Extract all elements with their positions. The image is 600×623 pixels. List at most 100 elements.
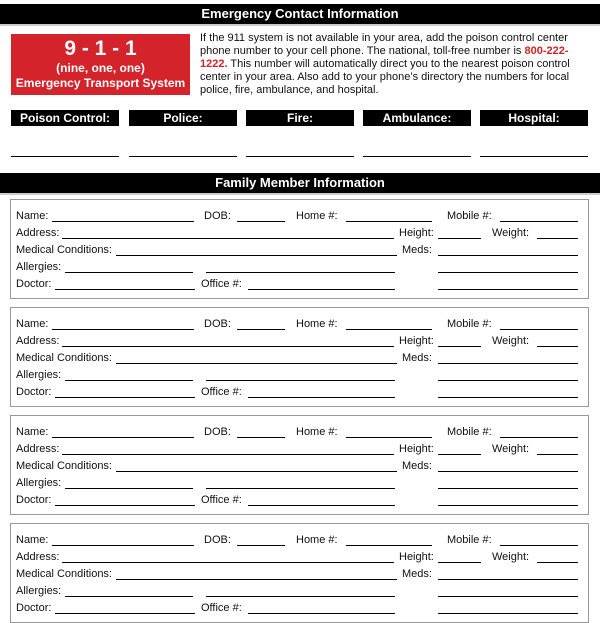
medical-field[interactable] (116, 363, 397, 364)
contact-number-field[interactable] (480, 156, 588, 157)
allergies-field[interactable] (65, 596, 193, 597)
weight-field[interactable] (537, 454, 578, 455)
emergency-number-spelled: (nine, one, one) (56, 61, 145, 75)
meds-label: Meds: (402, 568, 432, 580)
allergies-field[interactable] (65, 380, 193, 381)
emergency-number: 9 - 1 - 1 (64, 37, 137, 60)
emergency-contact-header: Emergency Contact Information (0, 4, 600, 26)
name-field[interactable] (52, 221, 194, 222)
meds-label: Meds: (402, 460, 432, 472)
medical-field[interactable] (116, 255, 397, 256)
meds-field[interactable] (438, 363, 578, 364)
home-field[interactable] (346, 545, 432, 546)
extra-field[interactable] (438, 397, 578, 398)
extra-field[interactable] (438, 380, 578, 381)
weight-label: Weight: (492, 443, 530, 455)
contact-number-field[interactable] (11, 156, 119, 157)
poison-control-phone: 800-222-1222. (200, 45, 569, 70)
address-label: Address: (16, 335, 60, 347)
contact-number-field[interactable] (363, 156, 471, 157)
mobile-field[interactable] (500, 329, 578, 330)
name-label: Name: (16, 210, 49, 222)
meds-field[interactable] (438, 471, 578, 472)
name-field[interactable] (52, 545, 194, 546)
address-label: Address: (16, 443, 60, 455)
extra-field[interactable] (206, 272, 395, 273)
office-field[interactable] (248, 289, 395, 290)
height-field[interactable] (438, 562, 481, 563)
office-field[interactable] (248, 397, 395, 398)
extra-field[interactable] (438, 289, 578, 290)
doctor-label: Doctor: (16, 278, 52, 290)
mobile-field[interactable] (500, 437, 578, 438)
name-field[interactable] (52, 329, 194, 330)
address-field[interactable] (62, 238, 394, 239)
allergies-field[interactable] (65, 272, 193, 273)
home-field[interactable] (346, 221, 432, 222)
extra-field[interactable] (206, 488, 395, 489)
extra-field[interactable] (206, 380, 395, 381)
meds-label: Meds: (402, 352, 432, 364)
family-member-card: Name: DOB: Home #: Mobile #: Address: Height:… (10, 307, 589, 407)
extra-field[interactable] (438, 505, 578, 506)
doctor-field[interactable] (55, 289, 195, 290)
office-field[interactable] (248, 505, 395, 506)
emergency-911-box: 9 - 1 - 1 (nine, one, one) Emergency Tra… (11, 34, 190, 95)
name-field[interactable] (52, 437, 194, 438)
office-field[interactable] (248, 613, 395, 614)
name-label: Name: (16, 318, 49, 330)
mobile-field[interactable] (500, 221, 578, 222)
extra-field[interactable] (438, 488, 578, 489)
home-field[interactable] (346, 437, 432, 438)
extra-field[interactable] (206, 596, 395, 597)
dob-label: DOB: (204, 534, 231, 546)
doctor-field[interactable] (55, 613, 195, 614)
weight-field[interactable] (537, 238, 578, 239)
address-field[interactable] (62, 454, 394, 455)
mobile-label: Mobile #: (447, 534, 492, 546)
height-field[interactable] (438, 346, 481, 347)
doctor-field[interactable] (55, 505, 195, 506)
contact-label: Police: (129, 110, 237, 126)
address-label: Address: (16, 227, 60, 239)
dob-field[interactable] (237, 437, 285, 438)
dob-field[interactable] (237, 329, 285, 330)
contact-number-field[interactable] (129, 156, 237, 157)
height-field[interactable] (438, 454, 481, 455)
extra-field[interactable] (438, 596, 578, 597)
home-field[interactable] (346, 329, 432, 330)
family-member-card: Name: DOB: Home #: Mobile #: Address: Height:… (10, 523, 589, 623)
name-label: Name: (16, 534, 49, 546)
address-label: Address: (16, 551, 60, 563)
meds-field[interactable] (438, 255, 578, 256)
office-label: Office #: (201, 278, 242, 290)
extra-field[interactable] (438, 613, 578, 614)
mobile-label: Mobile #: (447, 426, 492, 438)
mobile-label: Mobile #: (447, 210, 492, 222)
address-field[interactable] (62, 562, 394, 563)
doctor-label: Doctor: (16, 602, 52, 614)
medical-field[interactable] (116, 579, 397, 580)
dob-field[interactable] (237, 221, 285, 222)
info-text-continued: This number will automatically direct yo… (200, 58, 570, 96)
doctor-field[interactable] (55, 397, 195, 398)
height-label: Height: (399, 335, 434, 347)
dob-field[interactable] (237, 545, 285, 546)
poison-control-info: If the 911 system is not available in yo… (200, 32, 570, 97)
allergies-field[interactable] (65, 488, 193, 489)
medical-label: Medical Conditions: (16, 352, 112, 364)
extra-field[interactable] (438, 272, 578, 273)
height-field[interactable] (438, 238, 481, 239)
address-field[interactable] (62, 346, 394, 347)
meds-field[interactable] (438, 579, 578, 580)
weight-label: Weight: (492, 335, 530, 347)
contact-number-field[interactable] (246, 156, 354, 157)
height-label: Height: (399, 551, 434, 563)
contact-label: Fire: (246, 110, 354, 126)
meds-label: Meds: (402, 244, 432, 256)
mobile-field[interactable] (500, 545, 578, 546)
medical-field[interactable] (116, 471, 397, 472)
weight-field[interactable] (537, 562, 578, 563)
weight-field[interactable] (537, 346, 578, 347)
